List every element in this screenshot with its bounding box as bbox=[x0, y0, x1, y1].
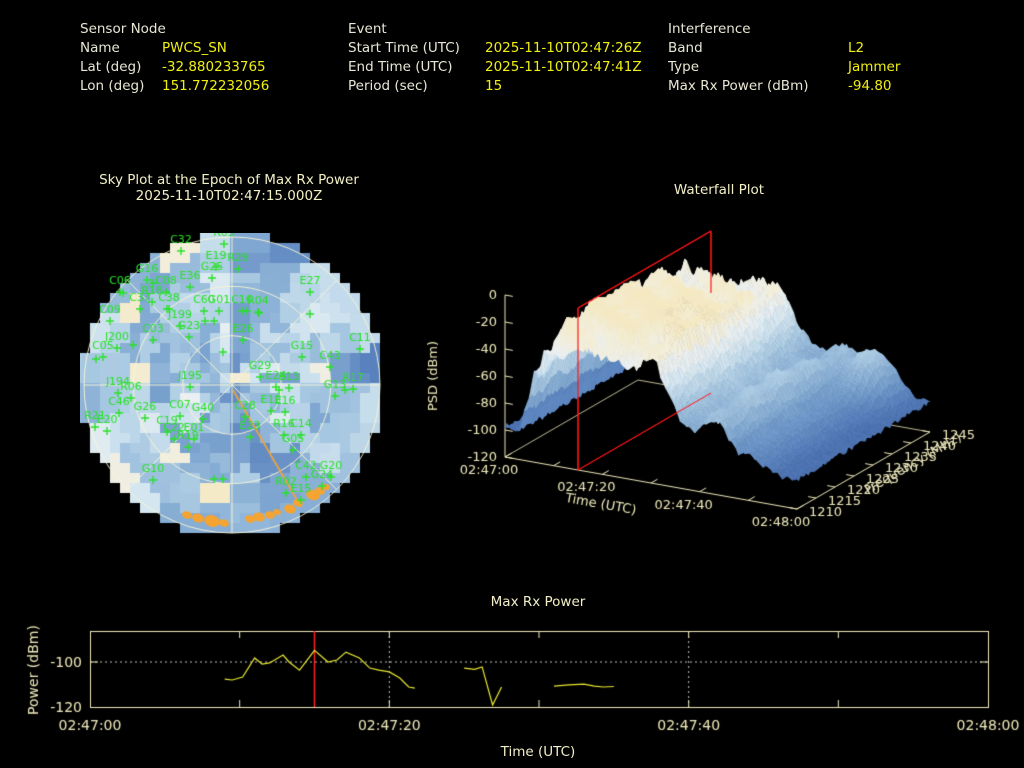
interference-panel: Interference Band L2 Type Jammer Max Rx … bbox=[668, 20, 900, 96]
sensor-lon-value: 151.772232056 bbox=[162, 78, 270, 94]
sensor-node-panel: Sensor Node Name PWCS_SN Lat (deg) -32.8… bbox=[80, 20, 269, 96]
interference-band-label: Band bbox=[668, 40, 703, 56]
sensor-node-title: Sensor Node bbox=[80, 21, 166, 37]
sensor-lat-value: -32.880233765 bbox=[162, 59, 266, 75]
sensor-name-label: Name bbox=[80, 40, 120, 56]
interference-maxrx-label: Max Rx Power (dBm) bbox=[668, 78, 809, 94]
event-period-value: 15 bbox=[485, 78, 503, 94]
sensor-name-value: PWCS_SN bbox=[162, 40, 227, 56]
event-end-value: 2025-11-10T02:47:41Z bbox=[485, 59, 642, 75]
event-period-label: Period (sec) bbox=[348, 78, 428, 94]
interference-title: Interference bbox=[668, 21, 751, 37]
sensor-lat-label: Lat (deg) bbox=[80, 59, 142, 75]
event-start-value: 2025-11-10T02:47:26Z bbox=[485, 40, 642, 56]
interference-band-value: L2 bbox=[848, 40, 865, 56]
event-panel: Event Start Time (UTC) 2025-11-10T02:47:… bbox=[348, 20, 642, 96]
interference-type-label: Type bbox=[668, 59, 700, 75]
sky-plot-title-line2: 2025-11-10T02:47:15.000Z bbox=[135, 188, 323, 204]
event-start-label: Start Time (UTC) bbox=[348, 40, 460, 56]
sky-plot-canvas bbox=[80, 233, 384, 537]
sensor-lon-label: Lon (deg) bbox=[80, 78, 145, 94]
sky-plot-title: Sky Plot at the Epoch of Max Rx Power 20… bbox=[29, 172, 429, 204]
sky-plot-title-line1: Sky Plot at the Epoch of Max Rx Power bbox=[99, 172, 359, 188]
event-title: Event bbox=[348, 21, 387, 37]
power-plot-canvas bbox=[0, 586, 1024, 768]
waterfall-plot-canvas bbox=[420, 210, 1024, 560]
interference-maxrx-value: -94.80 bbox=[848, 78, 892, 94]
waterfall-plot-title: Waterfall Plot bbox=[673, 182, 765, 198]
event-end-label: End Time (UTC) bbox=[348, 59, 453, 75]
interference-type-value: Jammer bbox=[848, 59, 901, 75]
